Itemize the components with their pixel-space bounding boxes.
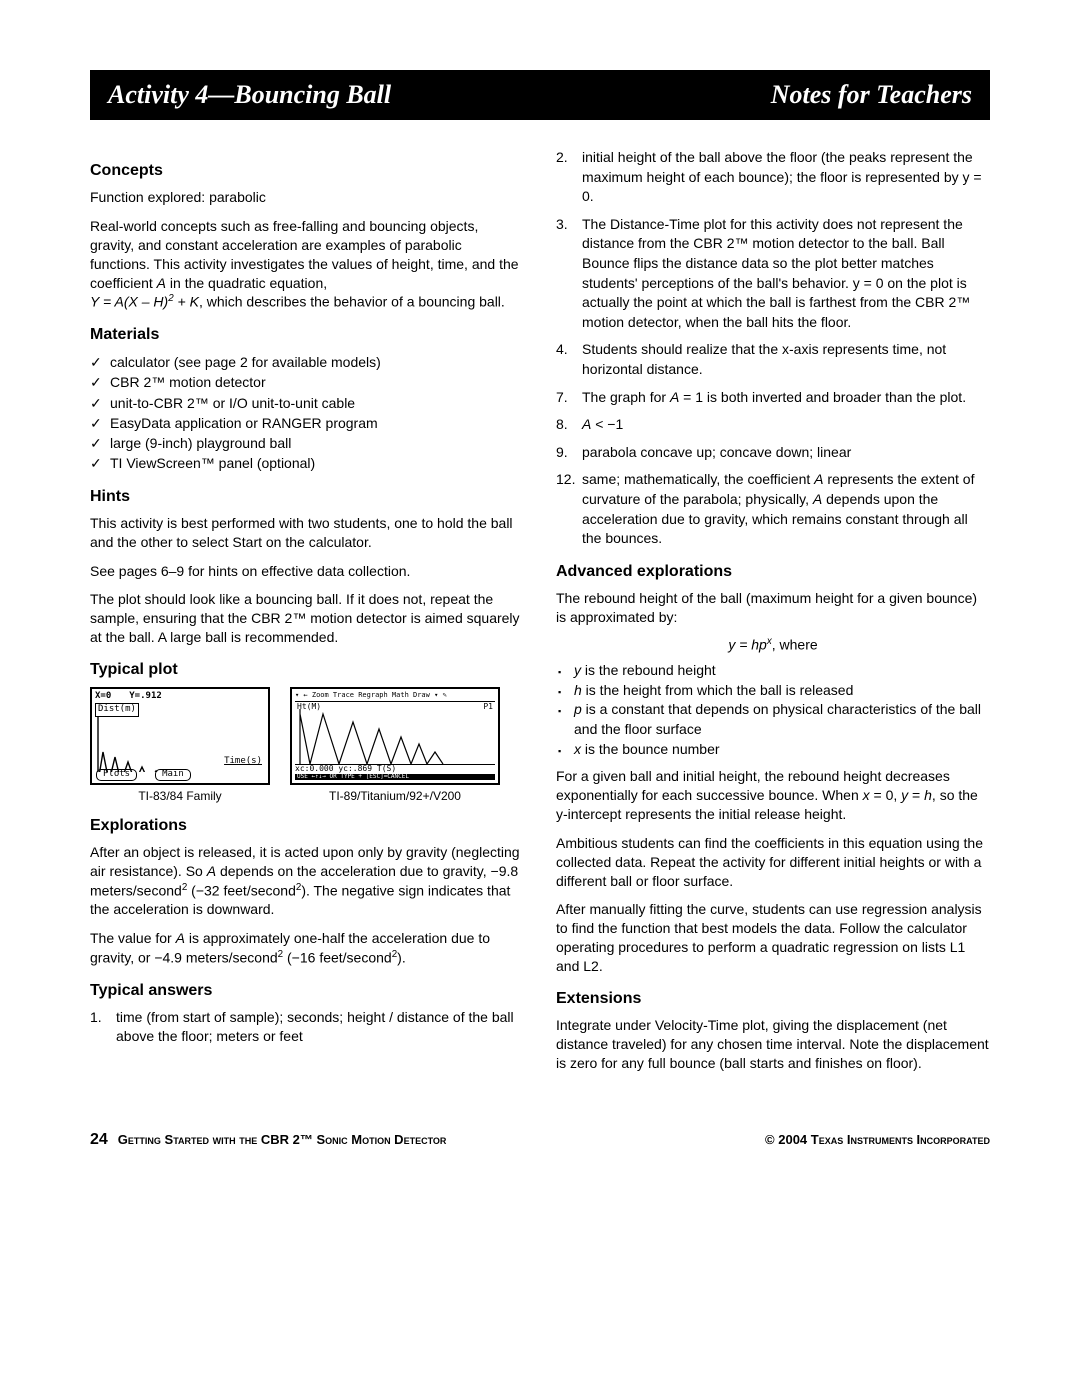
- bounce-plot-right: [295, 704, 495, 764]
- materials-heading: Materials: [90, 326, 524, 344]
- concepts-p1: Function explored: parabolic: [90, 188, 524, 207]
- footer-title: Getting Started with the CBR 2™ Sonic Mo…: [118, 1132, 447, 1147]
- answer-item: 9.parabola concave up; concave down; lin…: [556, 443, 990, 463]
- plot-right: ▾ ← Zoom Trace Regraph Math Draw ▾ ✎ Ht(…: [290, 687, 500, 803]
- answer-item: 3.The Distance-Time plot for this activi…: [556, 215, 990, 333]
- material-item: CBR 2™ motion detector: [90, 372, 524, 392]
- hints-p1: This activity is best performed with two…: [90, 514, 524, 552]
- plot-left-caption: TI-83/84 Family: [90, 789, 270, 803]
- extensions-p1: Integrate under Velocity-Time plot, givi…: [556, 1016, 990, 1073]
- explorations-p2: The value for A is approximately one-hal…: [90, 929, 524, 967]
- left-column: Concepts Function explored: parabolic Re…: [90, 148, 524, 1083]
- notes-title: Notes for Teachers: [771, 80, 972, 110]
- plot-row: X=0 Y=.912 Dist(m) Time(s) Plots Main: [90, 687, 524, 803]
- material-item: unit-to-CBR 2™ or I/O unit-to-unit cable: [90, 393, 524, 413]
- title-banner: Activity 4—Bouncing Ball Notes for Teach…: [90, 70, 990, 120]
- answer-item: 1.time (from start of sample); seconds; …: [90, 1008, 524, 1047]
- typical-plot-heading: Typical plot: [90, 661, 524, 679]
- answer-item: 4.Students should realize that the x-axi…: [556, 340, 990, 379]
- advanced-heading: Advanced explorations: [556, 563, 990, 581]
- advanced-p1: The rebound height of the ball (maximum …: [556, 589, 990, 627]
- answer-item: 7.The graph for A = 1 is both inverted a…: [556, 388, 990, 408]
- plot-left: X=0 Y=.912 Dist(m) Time(s) Plots Main: [90, 687, 270, 803]
- footer-copyright: © 2004 Texas Instruments Incorporated: [765, 1132, 990, 1147]
- page-footer: 24 Getting Started with the CBR 2™ Sonic…: [90, 1131, 990, 1149]
- typical-answers-heading: Typical answers: [90, 982, 524, 1000]
- answer-item: 2.initial height of the ball above the f…: [556, 148, 990, 207]
- plot-right-screen: ▾ ← Zoom Trace Regraph Math Draw ▾ ✎ Ht(…: [290, 687, 500, 785]
- advanced-p2: For a given ball and initial height, the…: [556, 767, 990, 824]
- concepts-heading: Concepts: [90, 162, 524, 180]
- advanced-p4: After manually fitting the curve, studen…: [556, 900, 990, 976]
- bullet-item: x is the bounce number: [556, 740, 990, 760]
- bullet-item: h is the height from which the ball is r…: [556, 681, 990, 701]
- hints-p3: The plot should look like a bouncing bal…: [90, 590, 524, 647]
- concepts-p2: Real-world concepts such as free-falling…: [90, 217, 524, 312]
- bullet-item: y is the rebound height: [556, 661, 990, 681]
- material-item: TI ViewScreen™ panel (optional): [90, 453, 524, 473]
- hints-p2: See pages 6–9 for hints on effective dat…: [90, 562, 524, 581]
- rebound-formula: y = hpx, where: [556, 636, 990, 653]
- extensions-heading: Extensions: [556, 990, 990, 1008]
- hints-heading: Hints: [90, 488, 524, 506]
- plot-left-screen: X=0 Y=.912 Dist(m) Time(s) Plots Main: [90, 687, 270, 785]
- explorations-heading: Explorations: [90, 817, 524, 835]
- bullet-item: p is a constant that depends on physical…: [556, 700, 990, 739]
- answers-list-right: 2.initial height of the ball above the f…: [556, 148, 990, 549]
- page-number: 24: [90, 1131, 108, 1149]
- plot-right-caption: TI-89/Titanium/92+/V200: [290, 789, 500, 803]
- material-item: large (9-inch) playground ball: [90, 433, 524, 453]
- material-item: calculator (see page 2 for available mod…: [90, 352, 524, 372]
- right-column: 2.initial height of the ball above the f…: [556, 148, 990, 1083]
- activity-title: Activity 4—Bouncing Ball: [108, 80, 391, 110]
- answer-item: 8.A < −1: [556, 415, 990, 435]
- material-item: EasyData application or RANGER program: [90, 413, 524, 433]
- advanced-p3: Ambitious students can find the coeffici…: [556, 834, 990, 891]
- explorations-p1: After an object is released, it is acted…: [90, 843, 524, 919]
- advanced-bullets: y is the rebound height h is the height …: [556, 661, 990, 759]
- answer-item: 12.same; mathematically, the coefficient…: [556, 470, 990, 548]
- answers-list-left: 1.time (from start of sample); seconds; …: [90, 1008, 524, 1047]
- materials-list: calculator (see page 2 for available mod…: [90, 352, 524, 474]
